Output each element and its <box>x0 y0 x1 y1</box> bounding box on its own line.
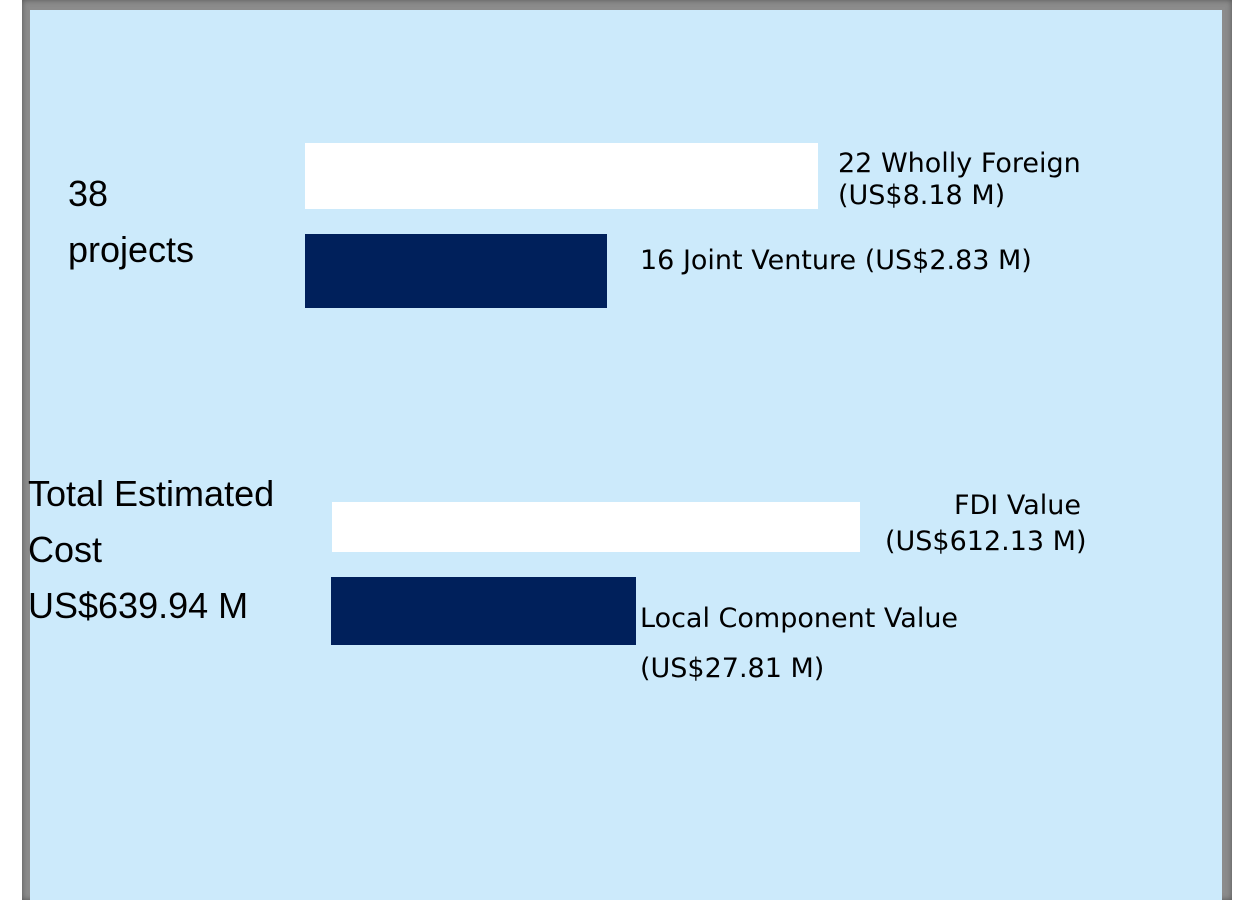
bar-joint-venture <box>305 234 607 308</box>
item-label: 16 Joint Venture (US$2.83 M) <box>640 245 1032 277</box>
label-line: (US$612.13 M) <box>885 526 1087 557</box>
item-label: 22 Wholly Foreign (US$8.18 M) <box>838 148 1081 212</box>
item-label: Local Component Value (US$27.81 M) <box>640 594 958 694</box>
summary-line: US$639.94 M <box>28 585 249 626</box>
bar-fdi <box>332 502 860 552</box>
label-line: 22 Wholly Foreign <box>838 148 1081 179</box>
label-line: FDI Value <box>953 490 1081 521</box>
summary-line: 38 <box>68 173 109 214</box>
label-line: (US$27.81 M) <box>640 653 825 684</box>
summary-line: Cost <box>28 529 103 570</box>
bar-wholly-foreign <box>305 143 818 209</box>
projects-summary: 38 projects <box>68 166 194 278</box>
label-line: 16 Joint Venture (US$2.83 M) <box>640 245 1032 276</box>
label-line: (US$8.18 M) <box>838 180 1006 211</box>
cost-summary: Total Estimated Cost US$639.94 M <box>28 466 274 634</box>
label-line: Local Component Value <box>640 603 959 634</box>
bar-local <box>331 577 636 645</box>
summary-line: Total Estimated <box>28 473 275 514</box>
item-label: FDI Value (US$612.13 M) <box>885 488 1150 560</box>
summary-line: projects <box>68 229 195 270</box>
